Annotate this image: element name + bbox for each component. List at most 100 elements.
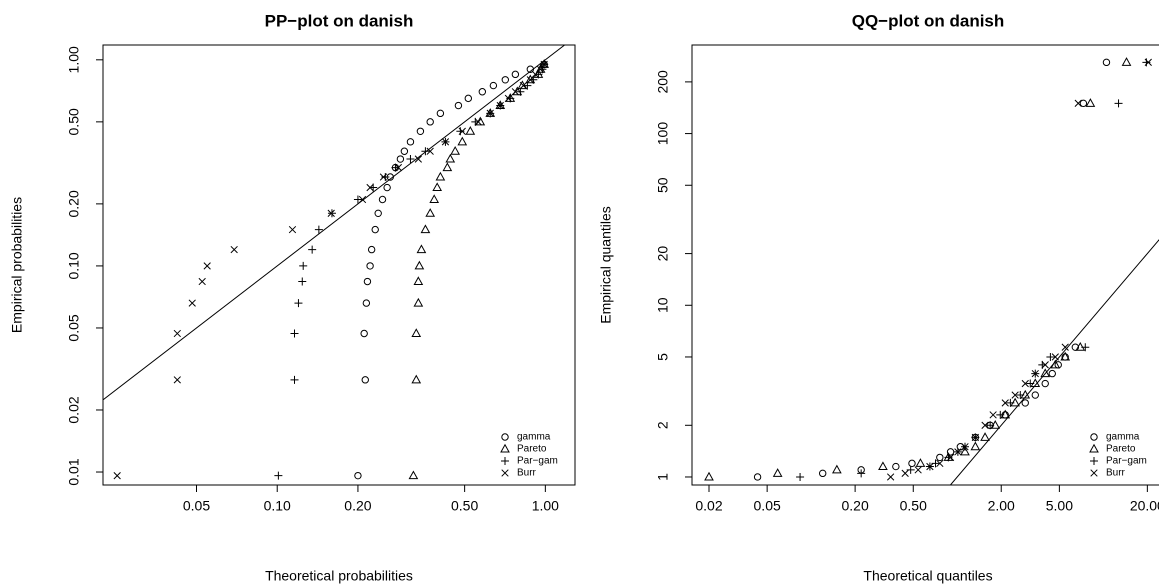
reference-line	[103, 45, 565, 401]
point	[506, 94, 515, 103]
point	[536, 65, 545, 73]
point	[366, 262, 374, 270]
point	[489, 81, 498, 90]
y-axis-label: Empirical probabilities	[9, 197, 25, 333]
point	[414, 155, 422, 163]
point	[290, 375, 299, 384]
point	[986, 421, 995, 430]
point	[354, 471, 362, 480]
legend-label: Pareto	[517, 444, 547, 455]
point	[960, 446, 970, 456]
point	[408, 470, 419, 480]
point	[406, 138, 415, 146]
y-tick-label: 0.01	[66, 458, 82, 485]
point	[1075, 341, 1086, 351]
point	[474, 118, 482, 126]
legend-label: Par−gam	[517, 456, 558, 467]
point	[1121, 57, 1132, 66]
point	[886, 473, 895, 481]
point	[1031, 369, 1039, 378]
point	[832, 464, 842, 474]
point	[1114, 99, 1123, 108]
point	[970, 441, 981, 451]
point	[501, 76, 510, 84]
plot-area	[103, 45, 565, 480]
point	[1079, 99, 1088, 108]
point	[981, 421, 989, 429]
point	[1142, 58, 1151, 67]
y-tick-label: 10	[655, 297, 671, 313]
point	[1051, 353, 1059, 361]
y-tick-label: 200	[655, 70, 671, 94]
point	[526, 65, 535, 73]
point	[435, 171, 446, 181]
point	[426, 147, 434, 155]
y-tick-label: 2	[655, 421, 671, 429]
point	[381, 173, 390, 182]
y-tick-label: 0.05	[66, 314, 82, 341]
point	[432, 182, 443, 192]
point	[914, 466, 922, 474]
point	[1021, 379, 1029, 388]
y-tick-label: 0.02	[66, 396, 82, 423]
point	[989, 411, 997, 419]
chart-title: QQ−plot on danish	[852, 11, 1005, 30]
point	[990, 420, 1001, 429]
point	[753, 473, 762, 481]
point	[908, 459, 916, 468]
point	[203, 262, 211, 270]
point	[442, 162, 453, 172]
point	[274, 471, 283, 480]
point	[1060, 351, 1071, 361]
x-tick-label: 1.00	[532, 498, 559, 514]
point	[511, 70, 520, 79]
point	[198, 277, 206, 286]
point	[290, 329, 299, 338]
point	[361, 376, 369, 384]
point	[1040, 368, 1051, 378]
point	[363, 277, 372, 286]
point	[378, 195, 387, 204]
point	[1041, 379, 1049, 388]
y-tick-label: 20	[655, 246, 671, 262]
point	[464, 94, 473, 103]
point	[465, 126, 476, 135]
point	[1031, 391, 1039, 399]
point	[1102, 58, 1111, 67]
point	[857, 469, 866, 478]
point	[411, 328, 422, 337]
point	[173, 376, 181, 384]
point	[230, 245, 238, 254]
point	[396, 155, 405, 163]
legend-label: Burr	[1106, 468, 1126, 479]
point	[540, 60, 548, 69]
x-axis-label: Theoretical probabilities	[265, 568, 413, 584]
y-tick-label: 0.50	[66, 108, 82, 135]
point	[946, 448, 955, 456]
point	[961, 443, 969, 451]
point	[113, 472, 121, 480]
point	[1041, 361, 1049, 369]
x-tick-label: 0.10	[264, 498, 291, 514]
y-tick-label: 0.20	[66, 190, 82, 217]
point	[878, 461, 888, 471]
x-tick-label: 20.00	[1130, 498, 1159, 514]
point	[1000, 409, 1011, 419]
point	[511, 88, 520, 96]
point	[772, 468, 783, 477]
point	[1046, 352, 1055, 361]
point	[366, 183, 374, 192]
point	[1001, 399, 1009, 407]
point	[1006, 398, 1015, 407]
point	[416, 127, 425, 135]
point	[425, 208, 436, 217]
x-tick-label: 2.00	[988, 498, 1015, 514]
point	[362, 299, 371, 307]
x-tick-label: 0.50	[451, 498, 478, 514]
point	[1021, 399, 1029, 407]
point	[288, 225, 297, 234]
legend-label: Burr	[517, 468, 537, 479]
point	[936, 459, 944, 468]
point	[901, 469, 909, 477]
